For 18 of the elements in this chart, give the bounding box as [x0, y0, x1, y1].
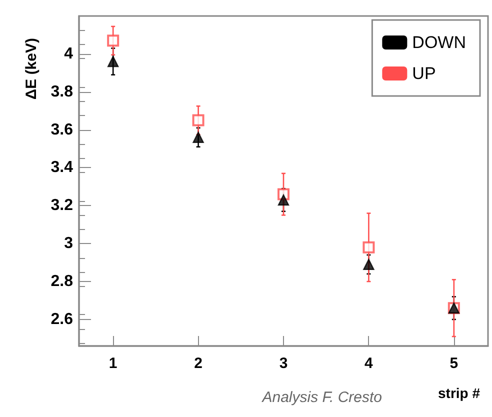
legend-label: DOWN — [412, 33, 466, 52]
text: Analysis F. Cresto — [261, 389, 382, 406]
x-tick-label: 1 — [108, 355, 118, 372]
x-tick-label: 5 — [450, 355, 458, 372]
y-tick-label: 3.2 — [50, 197, 74, 214]
y-tick-label: 4 — [64, 45, 74, 62]
y-axis-title: ΔE (keV) — [23, 38, 40, 100]
y-tick-label: 2.8 — [50, 273, 74, 290]
x-tick-label: 3 — [279, 355, 288, 372]
y-tick-label: 3.4 — [50, 159, 74, 176]
y-tick-label: 3.8 — [50, 83, 74, 100]
y-tick-label: 3.6 — [50, 121, 74, 138]
x-axis-title: strip # — [438, 385, 480, 401]
legend-label: UP — [412, 64, 436, 83]
x-tick-label: 4 — [364, 355, 374, 372]
x-tick-label: 2 — [194, 355, 202, 372]
y-tick-label: 3 — [64, 235, 74, 252]
y-tick-label: 2.6 — [50, 310, 74, 328]
